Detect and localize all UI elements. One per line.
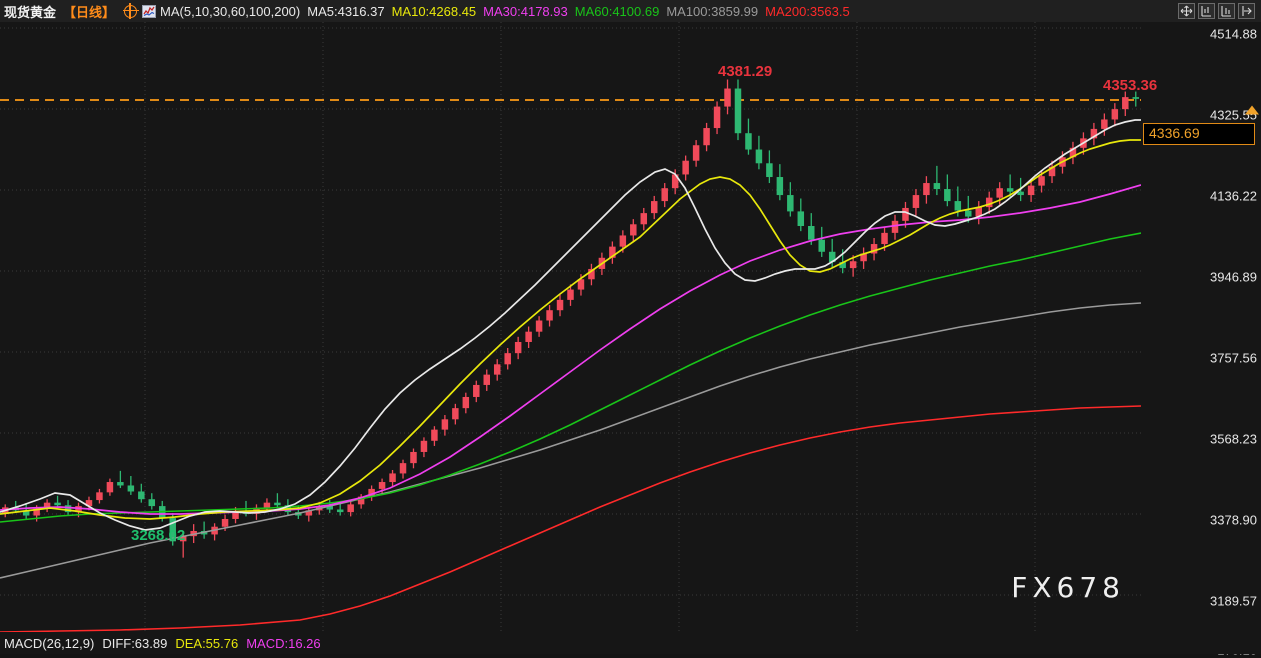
ma200-line [0,405,1141,632]
ma5-value: MA5:4316.37 [307,3,385,19]
last-price-label: 4353.36 [1103,77,1158,94]
ma-parameters: MA(5,10,30,60,100,200) [160,3,301,19]
ma30-value: MA30:4178.93 [483,3,568,19]
ma5-line [0,119,1141,531]
price-chart-plot[interactable]: 4381.29 4353.36 3268.02 FX678 [0,22,1157,632]
ma200-value: MA200:3563.5 [765,3,850,19]
macd-macd-value: MACD:16.26 [246,635,321,651]
macd-title[interactable]: MACD(26,12,9) [4,635,95,651]
ma10-value: MA10:4268.45 [391,3,477,19]
axis-tick: 3189.57 [1210,593,1257,609]
ma100-value: MA100:3859.99 [666,3,759,19]
high-price-label: 4381.29 [718,63,773,80]
price-axis[interactable]: 4514.88 4325.55 4136.22 3946.89 3757.56 … [1141,22,1261,658]
mini-chart-icon[interactable] [142,4,157,18]
fx678-watermark: FX678 [1011,571,1125,604]
ma100-line [0,302,1141,579]
macd-dea-value: DEA:55.76 [175,635,239,651]
axis-tick: 3568.23 [1210,431,1257,447]
chart-header-toolbar: 现货黄金 【日线】 MA(5,10,30,60,100,200) MA5:431… [0,0,1261,22]
axis-tick: 4514.88 [1210,26,1257,42]
symbol-name: 现货黄金 [4,4,57,20]
macd-indicator-bar: MACD(26,12,9) DIFF:63.89 DEA:55.76 MACD:… [0,632,1261,654]
ma10-line [0,139,1141,520]
ma30-line [0,184,1141,515]
crosshair-circle-icon[interactable] [122,3,139,19]
axis-tick: 3378.90 [1210,512,1257,528]
align-left-tool-button[interactable] [1198,3,1215,19]
ma60-line [0,232,1141,523]
axis-tick: 3757.56 [1210,350,1257,366]
jump-latest-tool-button[interactable] [1238,3,1255,19]
axis-tick: 3946.89 [1210,269,1257,285]
period-label[interactable]: 【日线】 [63,4,116,20]
ma60-value: MA60:4100.69 [574,3,660,19]
current-price-badge[interactable]: 4336.69 [1143,123,1255,145]
crosshair-tool-button[interactable] [1178,3,1195,19]
axis-tick: 4136.22 [1210,188,1257,204]
price-direction-arrow [1245,105,1259,115]
macd-diff-value: DIFF:63.89 [102,635,168,651]
low-price-label: 3268.02 [131,527,186,544]
candlestick-svg [0,22,1141,632]
align-right-tool-button[interactable] [1218,3,1235,19]
chart-tool-buttons [1178,3,1255,19]
